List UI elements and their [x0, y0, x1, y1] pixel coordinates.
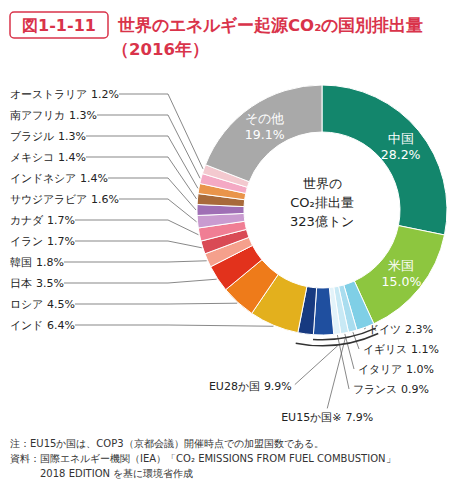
category-label: ロシア	[10, 298, 43, 311]
center-label: 323億トン	[290, 214, 354, 229]
category-label: 韓国	[10, 256, 32, 269]
category-label: メキシコ	[10, 151, 54, 164]
note: 2018 EDITION を基に環境省作成	[40, 468, 193, 479]
data-label: 1.4%	[80, 172, 108, 185]
leader-line	[75, 220, 199, 235]
leader-line	[64, 261, 207, 262]
leader-line	[119, 94, 203, 169]
leader-line	[86, 136, 198, 188]
slice-label: メキシコ 1.4%	[10, 151, 86, 164]
slice-label: フランス 0.9%	[353, 383, 429, 396]
data-label: 2.3%	[405, 323, 433, 336]
slice-label: ロシア 4.5%	[10, 298, 75, 311]
slice-label: オーストラリア 1.2%	[10, 88, 119, 101]
figure-label-box	[10, 12, 108, 38]
note: 注：EU15か国は、COP3（京都会議）開催時点での加盟国数である。	[10, 438, 324, 449]
category-label: サウジアラビア	[10, 193, 87, 206]
data-label: 6.4%	[47, 319, 75, 332]
figure-label: 図1-1-11	[22, 16, 96, 35]
category-label: インド	[10, 319, 43, 332]
slice-label: 南アフリカ 1.3%	[10, 109, 97, 122]
category-label: オーストラリア	[10, 88, 87, 101]
group-name: EU28か国	[209, 380, 260, 393]
center-text: 世界の CO₂排出量 323億トン	[290, 176, 354, 229]
subtitle: （2016年）	[112, 40, 209, 59]
data-label: 1.3%	[69, 109, 97, 122]
group-value: 9.9%	[264, 380, 292, 393]
data-label: 1.7%	[47, 235, 75, 248]
slice-label: イタリア 1.0%	[358, 363, 434, 376]
data-label: 19.1%	[245, 127, 285, 142]
slice	[354, 226, 444, 324]
leader-line	[327, 338, 345, 408]
group-value: 7.9%	[345, 411, 373, 424]
notes: 注：EU15か国は、COP3（京都会議）開催時点での加盟国数である。資料：国際エ…	[10, 438, 396, 479]
slice-label: イラン 1.7%	[10, 235, 75, 248]
data-label: 28.2%	[381, 147, 421, 162]
slice-label: 中国	[388, 131, 414, 146]
center-label: CO₂排出量	[290, 195, 354, 210]
category-label: イラン	[10, 235, 43, 248]
group-label: EU15か国※ 7.9%	[281, 411, 373, 424]
leader-line	[97, 115, 200, 178]
category-label: イタリア	[358, 363, 402, 376]
slice-label: その他	[245, 111, 284, 126]
category-label: カナダ	[10, 214, 44, 227]
category-label: インドネシア	[10, 172, 76, 185]
leader-line	[86, 157, 197, 199]
slice	[205, 85, 322, 182]
data-label: 15.0%	[382, 274, 422, 289]
center-label: 世界の	[303, 176, 342, 191]
data-label: 1.1%	[411, 343, 439, 356]
leader-line	[108, 178, 196, 210]
leader-line	[75, 303, 237, 305]
data-label: 1.2%	[91, 88, 119, 101]
data-label: 3.5%	[36, 277, 64, 290]
slice-label: 米国	[388, 258, 414, 273]
group-label: EU28か国 9.9%	[209, 380, 292, 393]
category-label: 日本	[10, 277, 32, 290]
slice-label: サウジアラビア 1.6%	[10, 193, 119, 206]
slice-label: イギリス 1.1%	[363, 343, 439, 356]
data-label: 1.7%	[47, 214, 75, 227]
leader-line	[119, 199, 197, 222]
leader-line	[295, 346, 338, 385]
leader-line	[64, 279, 217, 283]
slice	[322, 85, 447, 235]
leader-line	[364, 328, 366, 330]
chart: 図1-1-11 世界のエネルギー起源CO₂の国別排出量 （2016年） 世界の CO₂排…	[0, 0, 464, 490]
slice-label: 日本 3.5%	[10, 277, 64, 290]
leader-line	[75, 325, 273, 326]
data-label: 1.6%	[91, 193, 119, 206]
data-label: 4.5%	[47, 298, 75, 311]
category-label: 南アフリカ	[10, 109, 65, 122]
group-bracket	[296, 333, 379, 347]
group-name: EU15か国※	[281, 411, 341, 424]
data-label: 1.0%	[406, 363, 434, 376]
group-brackets: EU15か国※ 7.9% EU28か国 9.9%	[209, 327, 379, 424]
slice-label: インドネシア 1.4%	[10, 172, 108, 185]
donut	[197, 85, 447, 335]
slice-label: インド 6.4%	[10, 319, 75, 332]
leader-line	[345, 334, 354, 369]
category-label: ブラジル	[10, 130, 54, 143]
data-label: 1.4%	[58, 151, 86, 164]
data-label: 0.9%	[401, 383, 429, 396]
slice-label: ブラジル 1.3%	[10, 130, 86, 143]
data-label: 1.8%	[36, 256, 64, 269]
outside-labels: インド6.4%ロシア4.5%日本3.5%韓国1.8%イラン1.7%カナダ1.7%…	[10, 88, 439, 396]
slice-label: カナダ1.7%	[10, 214, 75, 227]
note: 資料：国際エネルギー機関（IEA）「CO₂ EMISSIONS FROM FUE…	[10, 453, 396, 464]
category-label: イギリス	[363, 343, 407, 356]
category-label: フランス	[353, 383, 397, 396]
slice-label: 韓国 1.8%	[10, 256, 64, 269]
title: 世界のエネルギー起源CO₂の国別排出量	[117, 16, 423, 35]
data-labels: 中国28.2% 米国15.0% その他19.1%	[245, 111, 422, 289]
leader-line	[75, 241, 202, 248]
data-label: 1.3%	[58, 130, 86, 143]
